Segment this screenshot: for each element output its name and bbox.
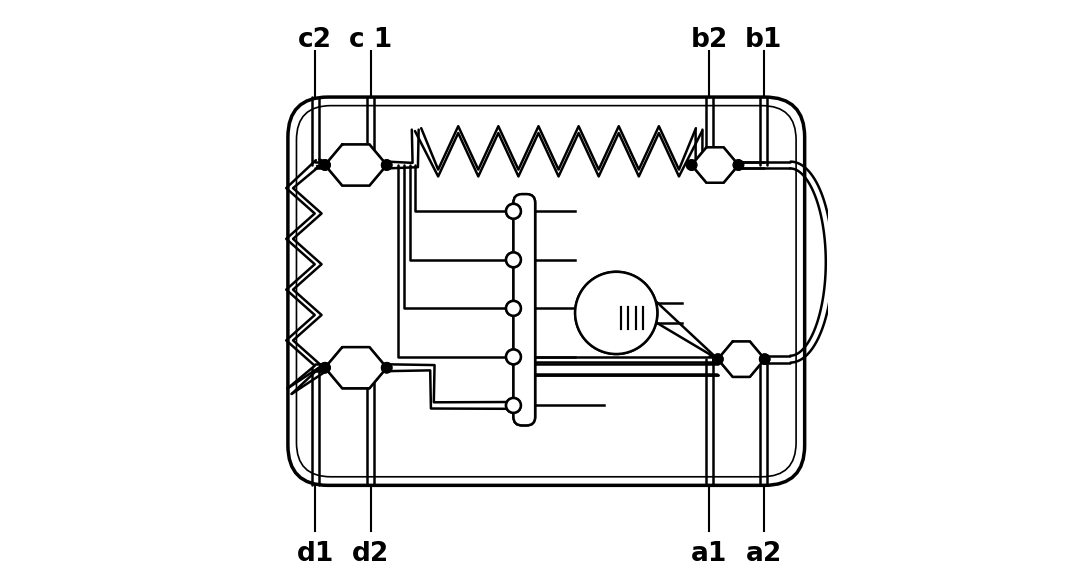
Circle shape — [686, 160, 697, 170]
FancyBboxPatch shape — [514, 194, 535, 425]
Circle shape — [320, 363, 331, 373]
Text: d1: d1 — [297, 541, 334, 567]
Circle shape — [320, 160, 331, 170]
Circle shape — [506, 252, 521, 267]
Circle shape — [733, 160, 744, 170]
Circle shape — [712, 354, 723, 364]
Text: b2: b2 — [691, 27, 728, 53]
Polygon shape — [692, 147, 738, 183]
Circle shape — [506, 398, 521, 413]
Text: a2: a2 — [746, 541, 782, 567]
Circle shape — [506, 252, 521, 267]
Polygon shape — [325, 144, 387, 186]
Text: a1: a1 — [692, 541, 727, 567]
Circle shape — [576, 272, 657, 354]
Polygon shape — [325, 144, 387, 186]
Circle shape — [382, 363, 391, 373]
Text: b1: b1 — [745, 27, 783, 53]
Polygon shape — [325, 347, 387, 388]
Circle shape — [382, 160, 391, 170]
Circle shape — [382, 363, 391, 373]
Circle shape — [320, 160, 331, 170]
Circle shape — [576, 272, 657, 354]
Circle shape — [506, 349, 521, 364]
FancyBboxPatch shape — [514, 194, 535, 425]
Polygon shape — [325, 347, 387, 388]
Circle shape — [686, 160, 697, 170]
Circle shape — [506, 204, 521, 219]
Circle shape — [733, 160, 744, 170]
Circle shape — [382, 160, 391, 170]
Circle shape — [506, 301, 521, 316]
Circle shape — [506, 349, 521, 364]
Circle shape — [712, 354, 723, 364]
Circle shape — [506, 398, 521, 413]
Circle shape — [506, 301, 521, 316]
Text: c2: c2 — [298, 27, 333, 53]
Circle shape — [320, 363, 331, 373]
Polygon shape — [718, 341, 764, 377]
Polygon shape — [692, 147, 738, 183]
Text: d2: d2 — [352, 541, 389, 567]
Circle shape — [506, 204, 521, 219]
Circle shape — [760, 354, 770, 364]
Text: c 1: c 1 — [349, 27, 392, 53]
FancyBboxPatch shape — [288, 97, 804, 485]
Circle shape — [760, 354, 770, 364]
Polygon shape — [718, 341, 764, 377]
